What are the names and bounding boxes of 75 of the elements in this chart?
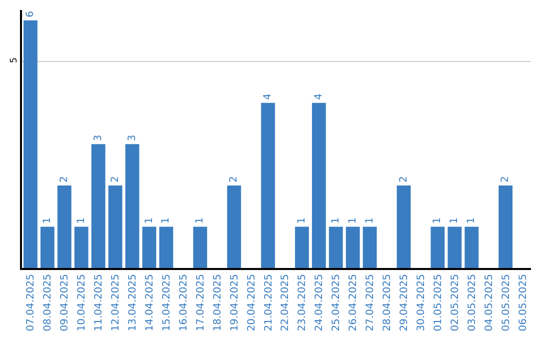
- data-label: 1: [296, 217, 308, 224]
- x-tick-label: 18.04.2025: [212, 274, 224, 332]
- x-tick-label: 17.04.2025: [195, 274, 206, 332]
- data-label: 2: [228, 176, 240, 182]
- bar: [227, 185, 242, 268]
- bar: [396, 185, 411, 268]
- x-tick-label: 21.04.2025: [263, 274, 274, 332]
- bar: [261, 102, 275, 268]
- data-label: 1: [194, 217, 206, 224]
- bar: [91, 144, 106, 268]
- data-label: 1: [160, 217, 172, 224]
- data-label: 1: [466, 217, 478, 224]
- x-tick-label: 10.04.2025: [76, 274, 88, 332]
- data-label: 2: [58, 176, 70, 182]
- bar: [57, 185, 72, 268]
- x-tick-label: 07.04.2025: [26, 274, 37, 332]
- x-tick-label: 14.04.2025: [144, 274, 156, 332]
- data-label: 1: [432, 217, 444, 224]
- bar: [498, 185, 513, 268]
- x-tick-label: 28.04.2025: [382, 274, 394, 332]
- bar: [294, 226, 309, 268]
- data-label: 1: [144, 217, 155, 224]
- data-label: 3: [126, 134, 138, 142]
- x-tick-label: 02.05.2025: [450, 274, 461, 332]
- x-tick-label: 19.04.2025: [229, 274, 240, 332]
- bar: [346, 226, 360, 268]
- data-label: 1: [330, 217, 342, 224]
- x-tick-label: 16.04.2025: [178, 274, 190, 332]
- data-label: 1: [449, 217, 460, 224]
- x-tick-label: 22.04.2025: [280, 274, 292, 332]
- x-tick-label: 20.04.2025: [246, 274, 258, 332]
- data-label: 6: [24, 10, 36, 18]
- data-label: 2: [110, 176, 121, 182]
- bar: [108, 185, 122, 268]
- x-tick-label: 30.04.2025: [416, 274, 427, 332]
- x-tick-label: 04.05.2025: [484, 274, 495, 332]
- x-tick-label: 11.04.2025: [94, 274, 105, 332]
- data-label: 1: [364, 217, 376, 224]
- bar: [159, 226, 174, 268]
- x-tick-label: 12.04.2025: [110, 274, 122, 332]
- x-tick-label: 13.04.2025: [128, 274, 139, 332]
- data-label: 2: [398, 176, 410, 182]
- bar: [448, 226, 462, 268]
- data-label: 2: [500, 176, 512, 182]
- x-tick-label: 01.05.2025: [432, 274, 444, 332]
- data-label: 4: [262, 94, 274, 100]
- x-tick-label: 24.04.2025: [314, 274, 326, 332]
- x-tick-label: 03.05.2025: [466, 274, 478, 332]
- bar: [74, 226, 88, 268]
- x-tick-label: 29.04.2025: [399, 274, 410, 332]
- bar: [362, 226, 377, 268]
- x-tick-label: 05.05.2025: [500, 274, 512, 332]
- x-tick-label: 08.04.2025: [42, 274, 54, 332]
- bar: [464, 226, 479, 268]
- x-tick-label: 26.04.2025: [348, 274, 360, 332]
- data-label: 1: [42, 217, 53, 224]
- data-label: 1: [76, 217, 87, 224]
- x-tick-label: 23.04.2025: [297, 274, 308, 332]
- bar: [430, 226, 445, 268]
- bar: [328, 226, 343, 268]
- bar: [312, 102, 326, 268]
- x-tick-label: 06.05.2025: [518, 274, 529, 332]
- x-tick-label: 09.04.2025: [60, 274, 71, 332]
- bar: [193, 226, 208, 268]
- data-label: 1: [347, 217, 358, 224]
- data-label: 4: [313, 94, 324, 100]
- bar: [24, 20, 38, 268]
- data-label: 3: [92, 134, 104, 142]
- x-tick-label: 15.04.2025: [161, 274, 172, 332]
- bar: [40, 226, 54, 268]
- y-tick-label: 5: [9, 57, 20, 64]
- bar: [125, 144, 140, 268]
- bar: [142, 226, 156, 268]
- x-tick-label: 27.04.2025: [365, 274, 376, 332]
- x-tick-label: 25.04.2025: [331, 274, 342, 332]
